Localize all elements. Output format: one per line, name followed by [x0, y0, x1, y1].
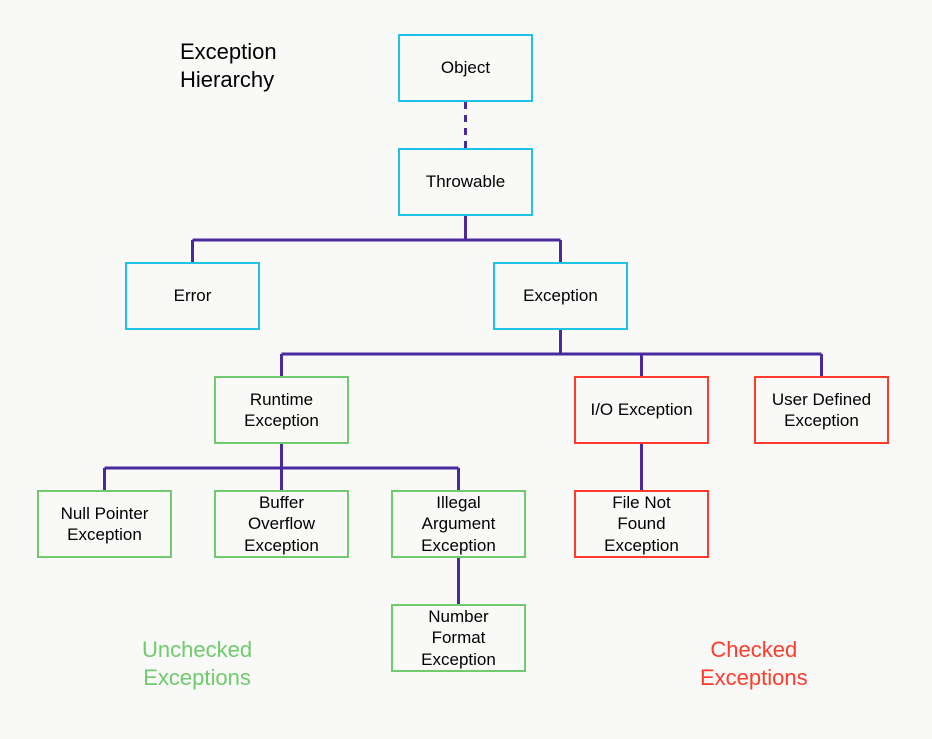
- title-line-2: Hierarchy: [180, 67, 274, 92]
- node-label-userdef: User DefinedException: [772, 389, 871, 432]
- node-buffer: BufferOverflowException: [214, 490, 349, 558]
- node-label-io: I/O Exception: [590, 399, 692, 420]
- caption-checked-line-1: Checked: [710, 637, 797, 662]
- node-label-error: Error: [174, 285, 212, 306]
- node-exception: Exception: [493, 262, 628, 330]
- node-filenotfound: File NotFoundException: [574, 490, 709, 558]
- node-label-exception: Exception: [523, 285, 598, 306]
- node-runtime: RuntimeException: [214, 376, 349, 444]
- node-label-throwable: Throwable: [426, 171, 505, 192]
- node-label-buffer: BufferOverflowException: [244, 492, 319, 556]
- node-io: I/O Exception: [574, 376, 709, 444]
- edge-exception-children: [282, 330, 822, 376]
- node-label-nullptr: Null PointerException: [61, 503, 149, 546]
- node-label-numberformat: NumberFormatException: [421, 606, 496, 670]
- diagram-title: Exception Hierarchy: [180, 38, 277, 93]
- node-nullptr: Null PointerException: [37, 490, 172, 558]
- caption-unchecked-line-2: Exceptions: [143, 665, 251, 690]
- edge-runtime-children: [105, 444, 459, 490]
- title-line-1: Exception: [180, 39, 277, 64]
- node-numberformat: NumberFormatException: [391, 604, 526, 672]
- node-label-illegalarg: IllegalArgumentException: [421, 492, 496, 556]
- edge-throwable-children: [193, 216, 561, 262]
- node-label-filenotfound: File NotFoundException: [604, 492, 679, 556]
- caption-unchecked-line-1: Unchecked: [142, 637, 252, 662]
- node-throwable: Throwable: [398, 148, 533, 216]
- caption-checked: Checked Exceptions: [700, 636, 808, 691]
- node-object: Object: [398, 34, 533, 102]
- node-label-runtime: RuntimeException: [244, 389, 319, 432]
- node-label-object: Object: [441, 57, 490, 78]
- node-error: Error: [125, 262, 260, 330]
- node-userdef: User DefinedException: [754, 376, 889, 444]
- caption-checked-line-2: Exceptions: [700, 665, 808, 690]
- node-illegalarg: IllegalArgumentException: [391, 490, 526, 558]
- caption-unchecked: Unchecked Exceptions: [142, 636, 252, 691]
